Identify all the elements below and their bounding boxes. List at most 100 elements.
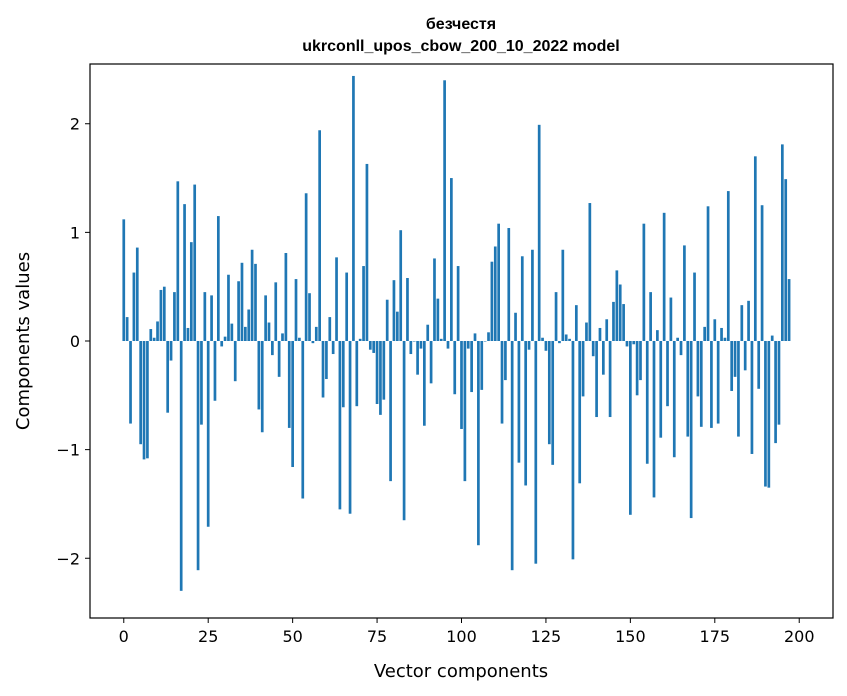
bar-31 [227, 274, 230, 341]
x-tick-label: 200 [784, 627, 815, 646]
bar-56 [311, 341, 315, 344]
bar-150 [629, 341, 632, 515]
bar-164 [676, 337, 679, 341]
bar-50 [291, 341, 294, 468]
bar-9 [152, 337, 156, 341]
bar-55 [308, 293, 311, 341]
bar-146 [615, 270, 619, 341]
bar-80 [392, 280, 396, 341]
bar-39 [254, 263, 257, 341]
bar-189 [760, 205, 764, 341]
bar-75 [375, 341, 379, 404]
bar-104 [473, 333, 477, 341]
bar-13 [166, 341, 170, 413]
bar-91 [429, 341, 433, 384]
bar-29 [220, 341, 224, 347]
bar-21 [193, 184, 197, 341]
bar-54 [304, 193, 308, 341]
bar-90 [426, 324, 430, 341]
bar-186 [750, 341, 754, 454]
bar-130 [561, 249, 565, 341]
bar-187 [753, 156, 757, 341]
bar-159 [659, 341, 663, 438]
bar-113 [504, 341, 507, 381]
bar-147 [618, 284, 622, 341]
bar-51 [294, 279, 298, 341]
bar-180 [730, 341, 734, 391]
y-tick-label: 2 [70, 115, 80, 134]
bar-140 [595, 341, 598, 418]
bar-182 [737, 341, 740, 437]
bar-6 [142, 341, 146, 460]
bar-71 [362, 266, 365, 341]
bar-181 [733, 341, 737, 377]
bar-112 [500, 341, 504, 424]
bar-120 [527, 341, 531, 350]
x-tick-label: 0 [119, 627, 129, 646]
bar-77 [382, 341, 386, 400]
bar-68 [352, 75, 355, 341]
bar-61 [328, 317, 332, 341]
bar-88 [419, 341, 423, 349]
bar-133 [571, 341, 575, 560]
y-tick-label: 0 [70, 332, 80, 351]
bar-85 [409, 341, 413, 355]
bar-188 [757, 341, 761, 389]
bar-49 [287, 341, 291, 428]
bar-41 [260, 341, 264, 433]
bar-119 [524, 341, 528, 486]
bar-1 [125, 317, 129, 341]
x-axis-label: Vector components [374, 661, 548, 682]
x-tick-label: 25 [198, 627, 218, 646]
bar-144 [608, 341, 612, 418]
bar-15 [173, 292, 176, 341]
bar-67 [348, 341, 352, 514]
bar-3 [132, 272, 136, 341]
y-axis-label: Components values [13, 252, 34, 430]
bar-79 [389, 341, 392, 482]
bar-166 [683, 245, 686, 341]
bar-22 [196, 341, 200, 571]
bar-94 [439, 338, 443, 341]
bar-4 [135, 247, 139, 341]
bar-74 [372, 341, 376, 353]
bar-195 [780, 144, 784, 341]
bar-156 [649, 292, 652, 341]
bar-127 [551, 341, 555, 465]
bar-145 [612, 301, 615, 341]
bar-58 [318, 130, 321, 341]
bar-44 [271, 341, 274, 356]
bar-103 [470, 341, 473, 393]
bar-16 [176, 181, 180, 341]
bar-23 [200, 341, 203, 425]
plot-frame [89, 63, 834, 619]
bar-60 [325, 341, 328, 380]
bar-2 [129, 341, 132, 424]
bar-20 [189, 242, 193, 341]
bar-193 [774, 341, 777, 444]
bar-92 [433, 258, 436, 341]
chart-subtitle: ukrconll_upos_cbow_200_10_2022 model [302, 38, 619, 55]
bar-174 [710, 341, 713, 428]
bar-165 [679, 341, 683, 356]
bar-170 [696, 341, 700, 397]
bar-83 [402, 341, 406, 521]
bar-84 [406, 278, 409, 341]
bar-78 [385, 299, 389, 341]
bar-172 [703, 326, 707, 341]
bar-47 [281, 333, 284, 341]
bar-30 [223, 336, 227, 341]
bar-53 [301, 341, 305, 499]
bar-192 [770, 335, 774, 341]
y-axis-ticks: −2 −1 0 1 2 [56, 115, 90, 568]
bar-98 [453, 341, 457, 395]
bars-group [122, 75, 791, 591]
bar-151 [632, 341, 636, 345]
y-tick-label: 1 [70, 223, 80, 242]
bar-17 [179, 341, 183, 591]
bar-161 [666, 341, 669, 407]
bar-139 [591, 341, 595, 357]
bar-32 [230, 323, 234, 341]
bar-178 [723, 337, 727, 341]
